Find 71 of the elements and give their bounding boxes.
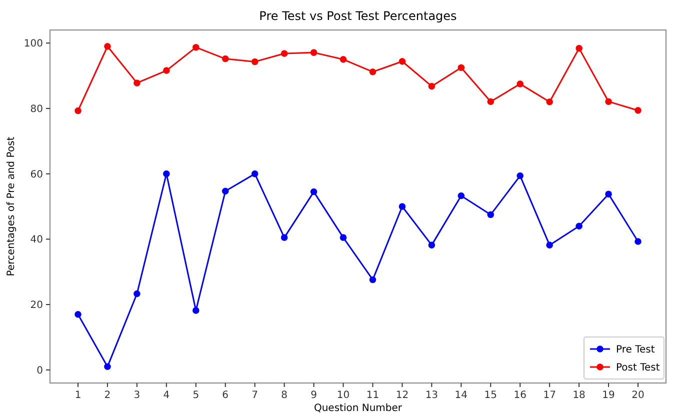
y-tick-label: 100 xyxy=(24,38,43,50)
y-axis-title: Percentages of Pre and Post xyxy=(6,136,17,276)
point xyxy=(163,170,170,178)
y-tick-label: 0 xyxy=(36,365,43,376)
x-tick-label: 5 xyxy=(192,390,200,401)
point xyxy=(251,170,258,178)
point xyxy=(74,310,82,318)
point xyxy=(340,56,347,63)
point xyxy=(576,44,582,52)
point xyxy=(487,211,494,218)
x-tick-label: 13 xyxy=(425,390,438,401)
x-tick-label: 20 xyxy=(632,390,644,401)
x-tick-label: 3 xyxy=(134,390,140,401)
chart-title: Pre Test vs Post Test Percentages xyxy=(259,9,457,23)
x-tick-label: 6 xyxy=(222,390,229,401)
y-tick-label: 40 xyxy=(30,234,43,246)
point xyxy=(74,107,82,114)
point xyxy=(428,242,436,248)
point xyxy=(369,68,376,76)
x-tick-label: 11 xyxy=(366,390,380,401)
point xyxy=(192,307,200,314)
y-tick-label: 60 xyxy=(30,169,43,180)
point xyxy=(104,42,111,50)
x-tick-label: 16 xyxy=(514,390,526,401)
point xyxy=(134,290,140,298)
point xyxy=(222,188,229,195)
y-tick-label: 20 xyxy=(30,300,43,312)
legend-label: Pre Test xyxy=(616,344,655,356)
x-tick-label: 2 xyxy=(104,390,111,401)
point xyxy=(516,172,524,180)
point xyxy=(634,107,642,114)
x-tick-label: 4 xyxy=(163,390,170,401)
point xyxy=(134,80,140,86)
x-tick-label: 7 xyxy=(252,390,258,401)
x-tick-label: 18 xyxy=(572,390,586,401)
x-tick-label: 17 xyxy=(543,390,556,401)
point xyxy=(516,80,524,88)
x-tick-label: 8 xyxy=(281,390,288,401)
x-tick-label: 15 xyxy=(484,390,497,401)
point xyxy=(398,203,406,210)
x-tick-label: 19 xyxy=(602,390,615,401)
point xyxy=(398,58,406,65)
point xyxy=(546,98,553,106)
point xyxy=(251,58,258,66)
point xyxy=(546,242,553,248)
x-tick-label: 10 xyxy=(336,390,350,401)
point xyxy=(605,98,612,105)
point xyxy=(576,222,582,230)
point xyxy=(310,49,318,56)
x-tick-label: 1 xyxy=(74,390,82,401)
point xyxy=(163,67,170,74)
x-axis-title: Question Number xyxy=(314,403,403,413)
x-tick-label: 9 xyxy=(310,390,317,401)
point xyxy=(280,50,288,57)
point xyxy=(605,190,612,198)
point xyxy=(340,234,347,241)
point xyxy=(310,188,318,196)
point xyxy=(104,363,111,370)
x-tick-label: 12 xyxy=(396,390,409,401)
point xyxy=(458,64,465,71)
point xyxy=(487,98,494,105)
x-tick-label: 14 xyxy=(454,390,468,401)
point xyxy=(222,55,229,62)
point xyxy=(428,82,436,90)
point xyxy=(634,238,642,245)
point xyxy=(192,44,200,51)
point xyxy=(369,276,376,284)
point xyxy=(458,192,465,200)
legend-label: Post Test xyxy=(616,362,660,374)
point xyxy=(280,234,288,241)
y-tick-label: 80 xyxy=(30,104,43,115)
